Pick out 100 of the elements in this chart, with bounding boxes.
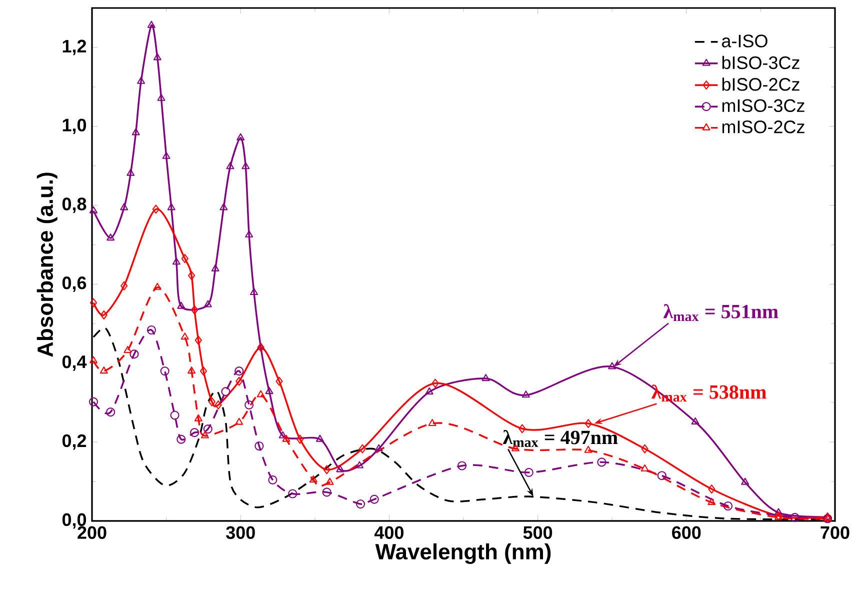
legend-label: mISO-3Cz: [722, 99, 804, 112]
point: [162, 152, 170, 159]
point: [200, 366, 207, 376]
legend-label: bISO-3Cz: [722, 56, 800, 70]
y-tick-label: 0,6: [62, 276, 86, 292]
point: [176, 434, 186, 444]
point: [245, 230, 254, 238]
point: [358, 444, 366, 454]
point: [167, 203, 176, 210]
point: [309, 475, 318, 482]
point: [432, 378, 439, 388]
point: [220, 203, 228, 210]
point: [126, 168, 135, 176]
point: [188, 271, 196, 280]
point: [708, 498, 716, 505]
point: [326, 478, 334, 485]
point: [597, 458, 606, 467]
y-tick-label: 1,0: [62, 118, 86, 134]
point: [203, 424, 212, 434]
point: [106, 408, 116, 417]
point: [194, 336, 202, 345]
point: [265, 387, 274, 394]
point: [190, 428, 200, 438]
point: [160, 366, 170, 376]
x-tick-label: 700: [820, 526, 850, 539]
y-tick-label: 1,2: [62, 40, 86, 56]
point: [88, 397, 98, 406]
point: [723, 501, 733, 511]
point: [194, 414, 202, 422]
point: [177, 302, 186, 309]
point: [234, 366, 244, 376]
point: [657, 471, 666, 480]
y-tick-label: 0,4: [62, 355, 87, 371]
point: [790, 512, 800, 522]
point: [172, 258, 180, 265]
point: [106, 234, 115, 241]
point: [288, 489, 298, 498]
point: [425, 387, 434, 394]
point: [296, 434, 304, 444]
point: [584, 418, 592, 428]
point: [276, 376, 283, 386]
point: [157, 94, 166, 101]
annotation: λ$_{max}$ = 551nm: [663, 304, 778, 322]
point: [221, 387, 230, 396]
point: [204, 300, 212, 308]
point: [323, 465, 330, 474]
point: [518, 424, 526, 434]
point: [428, 418, 436, 426]
point: [90, 298, 98, 308]
point: [268, 475, 278, 484]
point: [170, 410, 180, 420]
legend-label: a-ISO: [722, 34, 768, 48]
legend-label: bISO-2Cz: [722, 78, 800, 91]
x-axis-title: Wavelength (nm): [375, 543, 551, 564]
point: [370, 494, 379, 504]
point: [708, 484, 716, 494]
point: [244, 400, 254, 410]
point: [522, 390, 530, 398]
point: [242, 162, 250, 170]
x-tick-label: 300: [226, 526, 255, 540]
point: [457, 461, 467, 470]
point: [120, 203, 128, 210]
point: [236, 376, 243, 386]
y-axis-title: Absorbance (a.u.): [36, 172, 58, 357]
x-tick-label: 500: [523, 526, 552, 539]
point: [584, 446, 592, 453]
point: [188, 366, 196, 374]
point: [355, 461, 364, 468]
point: [124, 346, 132, 354]
point: [89, 206, 98, 214]
point: [100, 366, 108, 374]
point: [147, 20, 156, 28]
point: [256, 390, 265, 398]
point: [250, 288, 258, 296]
point: [100, 310, 108, 320]
point: [691, 417, 700, 424]
point: [137, 76, 146, 84]
point: [336, 465, 344, 472]
point: [152, 204, 160, 214]
annotation: λ$_{max}$ = 497nm: [503, 430, 618, 448]
point: [153, 53, 162, 60]
point: [641, 444, 648, 454]
point: [608, 362, 616, 370]
point: [524, 468, 534, 477]
point: [146, 325, 156, 335]
point: [254, 441, 264, 451]
point: [89, 356, 98, 364]
point: [181, 254, 188, 264]
point: [130, 350, 139, 359]
y-tick-label: 0,2: [62, 434, 86, 450]
y-tick-label: 0,8: [62, 198, 86, 213]
point: [180, 332, 189, 340]
legend-label: mISO-2Cz: [722, 120, 804, 134]
point: [226, 162, 234, 170]
point: [236, 133, 245, 140]
point: [322, 488, 332, 497]
point: [356, 499, 366, 509]
point: [191, 305, 198, 314]
point: [374, 444, 383, 452]
point: [132, 128, 140, 136]
